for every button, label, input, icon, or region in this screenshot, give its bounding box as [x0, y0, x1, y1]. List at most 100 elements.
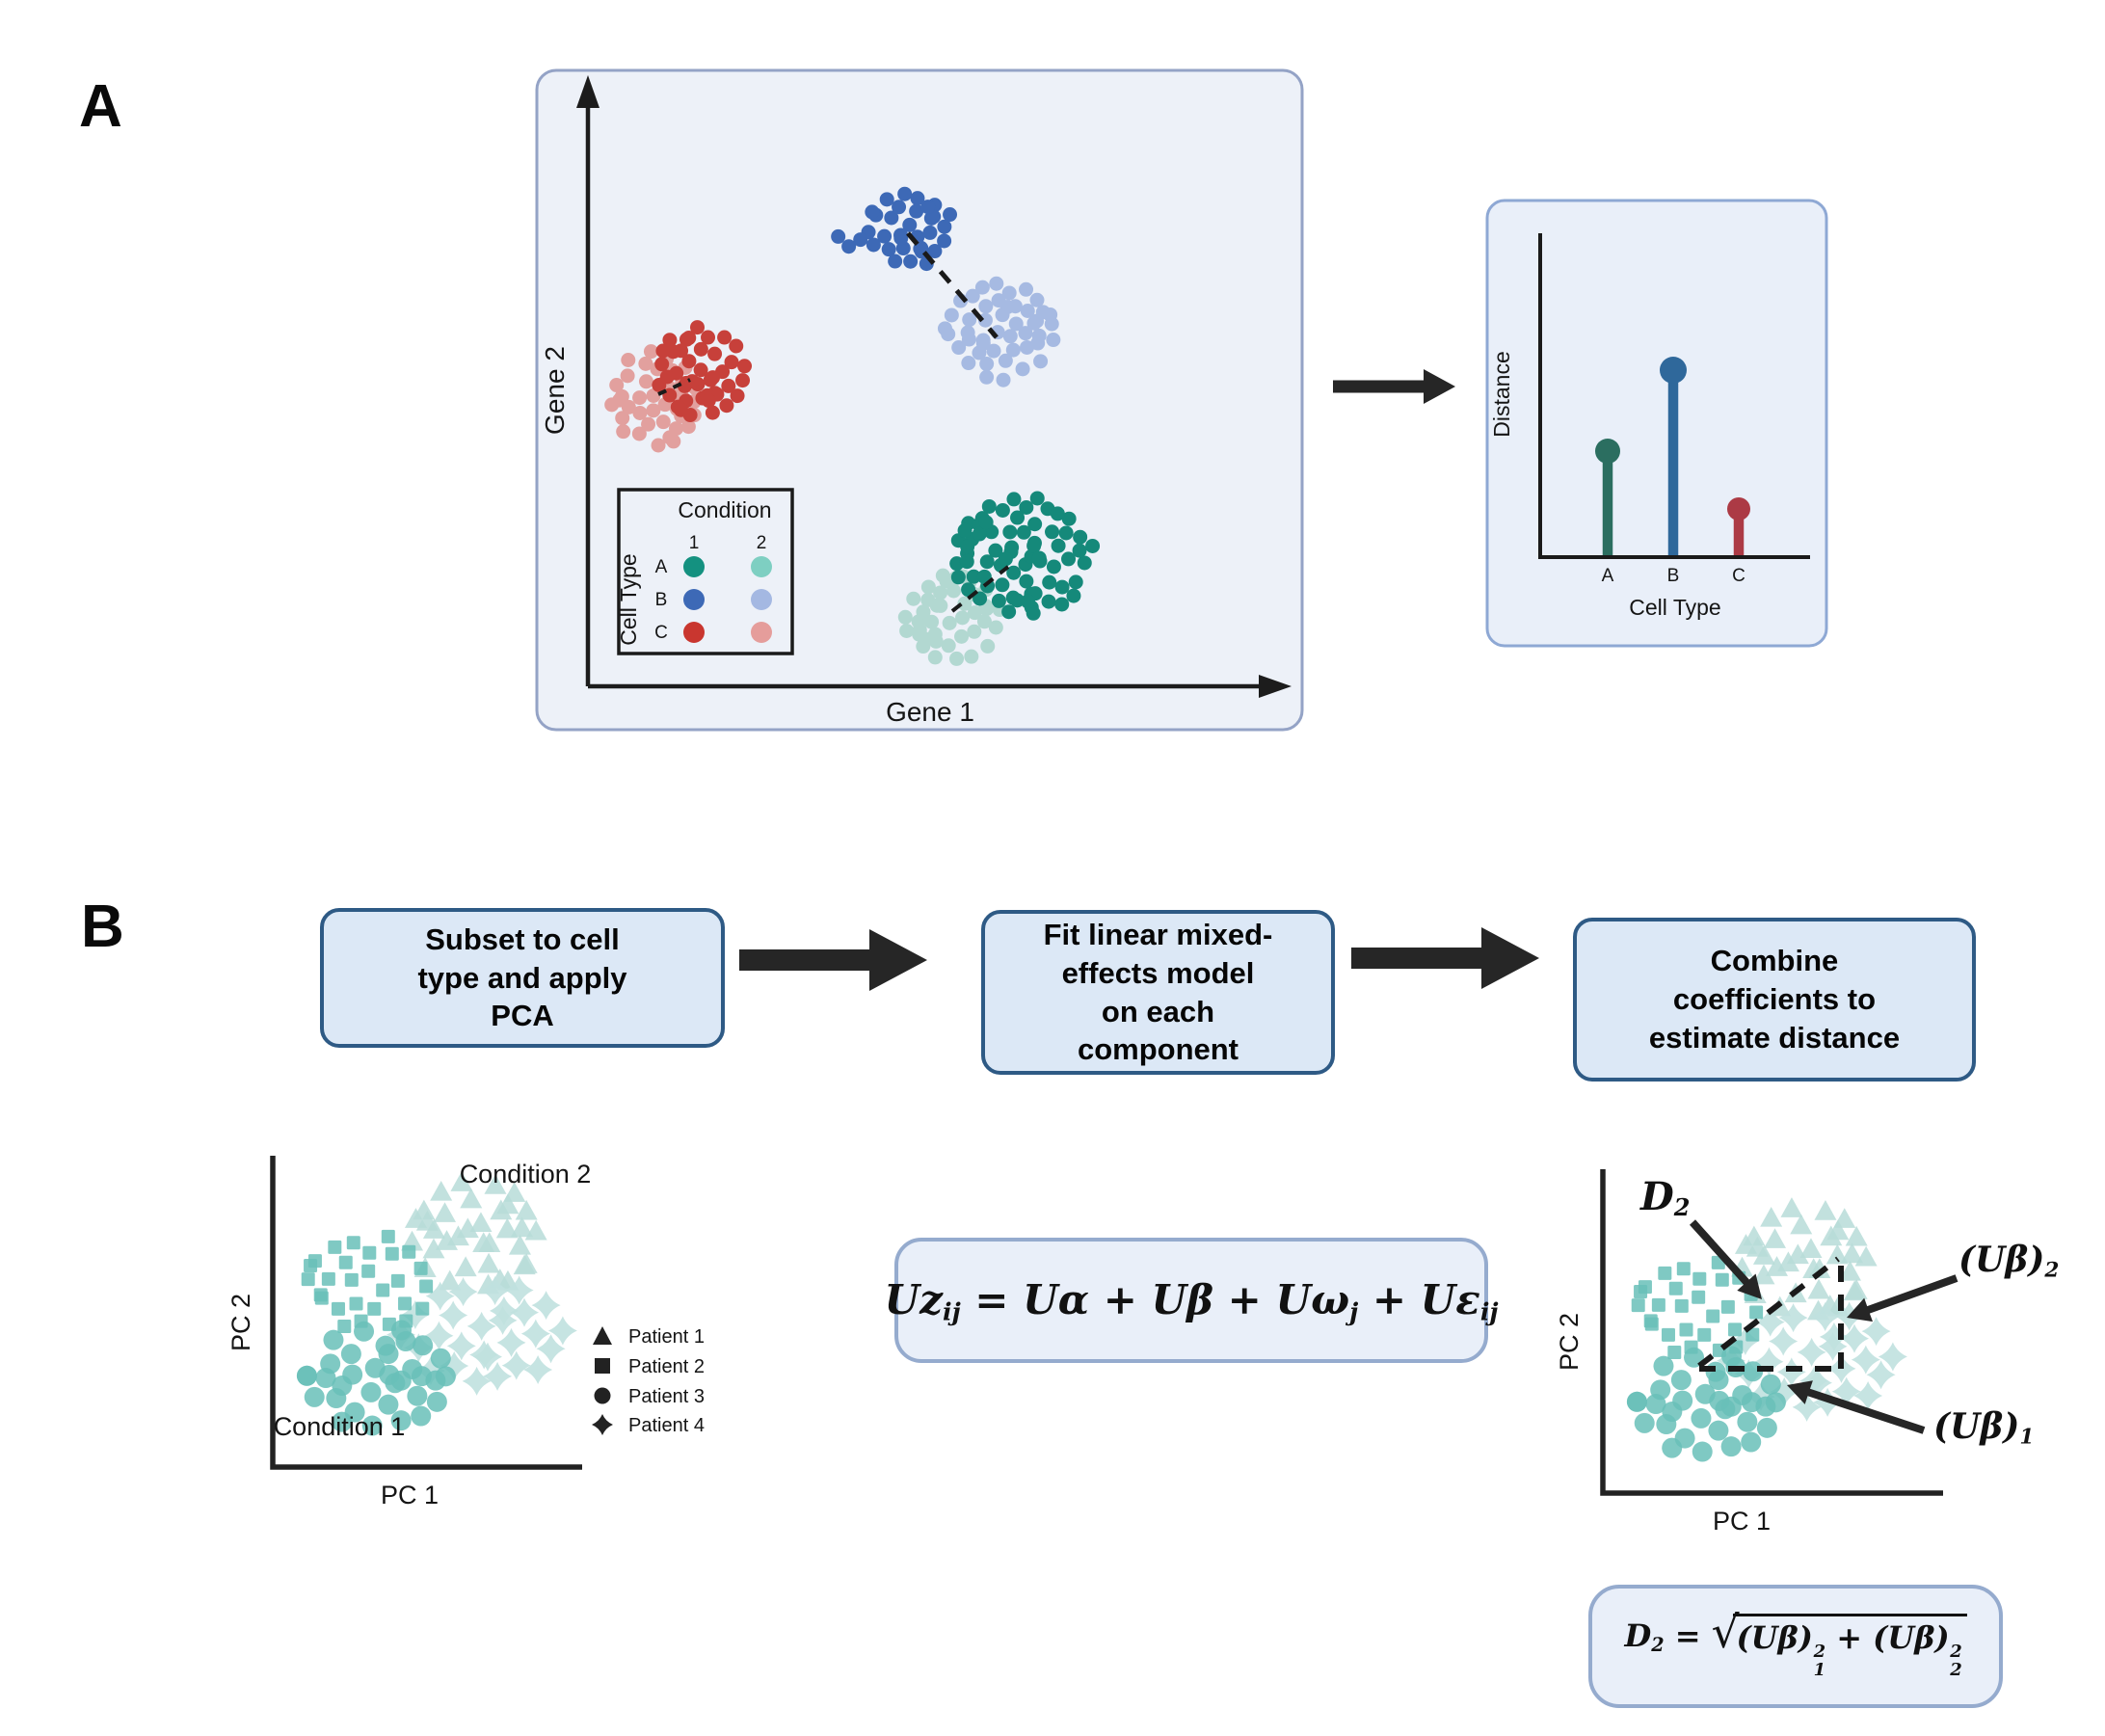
cellB-cond2-cluster-point	[1030, 335, 1046, 351]
cond1-patient2-points-point	[398, 1296, 413, 1311]
cond1-patient2-points-point	[419, 1279, 434, 1294]
cellA-cond1-cluster-point	[959, 554, 974, 570]
cellA-cond2-cluster-point	[942, 615, 957, 630]
cond1-patient2-points-point	[304, 1259, 318, 1273]
flow-arrow-1	[739, 929, 927, 991]
cond2-patient1-points-point	[1780, 1197, 1803, 1217]
pca-left-xlabel: PC 1	[381, 1481, 439, 1509]
cellA-cond1-cluster-point	[973, 591, 988, 606]
cellB-cond1-cluster-point	[888, 254, 903, 269]
cellA-cond2-cluster-point	[927, 650, 943, 665]
cond1-patient3-points-point	[1765, 1392, 1786, 1413]
cond2-patient4-points-point	[424, 1321, 454, 1350]
cellC-cond1-cluster-point	[729, 338, 744, 354]
distance-chart-panel	[1485, 199, 1828, 648]
distance-equation-box: D2 = √ (Uβ) 2 1 + (Uβ) 2 2	[1588, 1585, 2003, 1708]
legend-col-1: 1	[689, 533, 700, 553]
cellA-cond1-cluster-point	[979, 554, 995, 570]
cond2-patient4-points-point	[1754, 1347, 1784, 1376]
cond1-patient2-points-point	[1692, 1271, 1707, 1286]
cellA-cond2-cluster-point	[988, 620, 1003, 635]
cond1-patient3-points-point	[304, 1386, 325, 1407]
cond1-patient3-points-point	[1708, 1370, 1729, 1391]
cond1-patient2-points-point	[367, 1301, 382, 1316]
cellA-cond1-cluster-point	[960, 539, 975, 554]
cond1-patient2-points-point	[413, 1261, 428, 1275]
cellC-cond1-cluster-point	[706, 370, 721, 386]
cond2-patient4-points-point	[448, 1277, 478, 1307]
cond2-patient4-points-point	[1769, 1326, 1799, 1356]
cond1-patient3-points-point	[426, 1391, 447, 1412]
cellB-cond1-cluster-point	[937, 233, 952, 249]
pca-left-points	[296, 1171, 577, 1436]
cond1-patient2-points-point	[328, 1240, 342, 1254]
cond1-patient2-points-point	[1676, 1262, 1691, 1276]
cellA-cond1-cluster-point	[1001, 604, 1017, 620]
cond2-patient1-points-point	[1752, 1264, 1775, 1285]
cond2-patient1-points-point	[515, 1199, 538, 1220]
cellA-cond1-cluster-point	[1019, 574, 1034, 589]
cellB-cond2-cluster-point	[962, 312, 977, 328]
star-icon	[592, 1414, 613, 1435]
cellA-cond2-cluster-point	[957, 596, 973, 611]
cellC-cond2-cluster-point	[632, 390, 648, 406]
pca-right-xlabel: PC 1	[1713, 1507, 1771, 1536]
cond1-patient2-points-point	[338, 1255, 353, 1269]
cellC-cond2-cluster-point	[643, 344, 658, 360]
cond2-patient4-points-point	[510, 1297, 540, 1327]
cellA-cond1-cluster-point	[1058, 525, 1074, 541]
cellA-cond2-cluster-point	[929, 598, 945, 613]
cond1-patient3-points-point	[407, 1385, 428, 1406]
cond1-patient3-points-point	[1662, 1402, 1683, 1423]
cond1-patient2-points-point	[1661, 1327, 1675, 1342]
cellA-cond2-cluster-point	[917, 631, 932, 647]
cellC-cond2-cluster-point	[631, 426, 647, 441]
cond1-patient3-points-point	[332, 1375, 353, 1397]
cellB-cond1-cluster-point	[903, 254, 919, 269]
cellA-cond1-cluster-point	[1068, 574, 1083, 590]
patient4-label: Patient 4	[628, 1415, 705, 1436]
cellA-cond1-cluster-point	[1016, 524, 1031, 540]
cond1-patient2-points-point	[1631, 1298, 1645, 1313]
cellA-cond1-cluster-point	[1031, 550, 1047, 566]
cellB-cond1-cluster-point	[881, 242, 896, 257]
cond1-patient3-points-point	[378, 1344, 399, 1365]
cellC-cond1-cluster-point	[701, 393, 716, 409]
cond2-patient4-points-point	[1778, 1303, 1808, 1333]
cond1-patient2-points-point	[376, 1283, 390, 1297]
cellB-cond2-cluster-point	[1001, 285, 1017, 301]
cond2-patient4-points-point	[531, 1291, 561, 1321]
cellB-cond1-outliers-point	[841, 239, 857, 254]
cond1-patient2-points-point	[1667, 1346, 1682, 1360]
y-axis-arrowhead-icon	[576, 75, 600, 108]
ub1-pointer-arrow	[1787, 1380, 1926, 1434]
cellB-cond2-cluster-point	[1029, 313, 1045, 329]
cond2-patient1-points-point	[1786, 1243, 1809, 1265]
patient1-label: Patient 1	[628, 1326, 705, 1348]
flow-step-1-box: Subset to cell type and apply PCA	[320, 908, 725, 1048]
cond2-patient1-points-point	[460, 1188, 483, 1209]
cellB-cond1-cluster-point	[879, 192, 894, 207]
cond2-patient1-points-point	[469, 1212, 493, 1233]
cond2-patient4-points-point	[1853, 1381, 1883, 1411]
cellA-cond1-cluster-point	[1061, 511, 1077, 526]
cond1-patient3-points-point	[378, 1394, 399, 1415]
cond2-patient1-points-point	[1764, 1228, 1787, 1248]
cellA-cond1-cluster-point	[998, 551, 1013, 567]
cond2-patient1-points-point	[422, 1238, 445, 1259]
cellC-cond2-cluster-point	[632, 405, 648, 420]
cond1-patient3-points-point	[1756, 1417, 1777, 1438]
cellA-cond1-cluster-point	[1066, 588, 1081, 603]
cond2-patient1-points-point	[436, 1230, 459, 1250]
circle-icon	[594, 1387, 611, 1404]
cellB-cond1-outliers-point	[831, 228, 846, 244]
cond1-patient2-points-point	[1634, 1285, 1648, 1299]
cond1-patient2-points-point	[381, 1229, 395, 1243]
cond2-patient4-points-point	[489, 1295, 519, 1325]
cond1-patient3-points-point	[1720, 1436, 1742, 1457]
cond2-patient1-points-point	[1790, 1214, 1813, 1235]
cond1-patient2-points-point	[402, 1244, 416, 1259]
cond1-patient2-points-point	[301, 1272, 315, 1287]
cond2-patient4-points-point	[1861, 1317, 1891, 1347]
cellA-cond1-cluster-point	[1054, 597, 1070, 612]
